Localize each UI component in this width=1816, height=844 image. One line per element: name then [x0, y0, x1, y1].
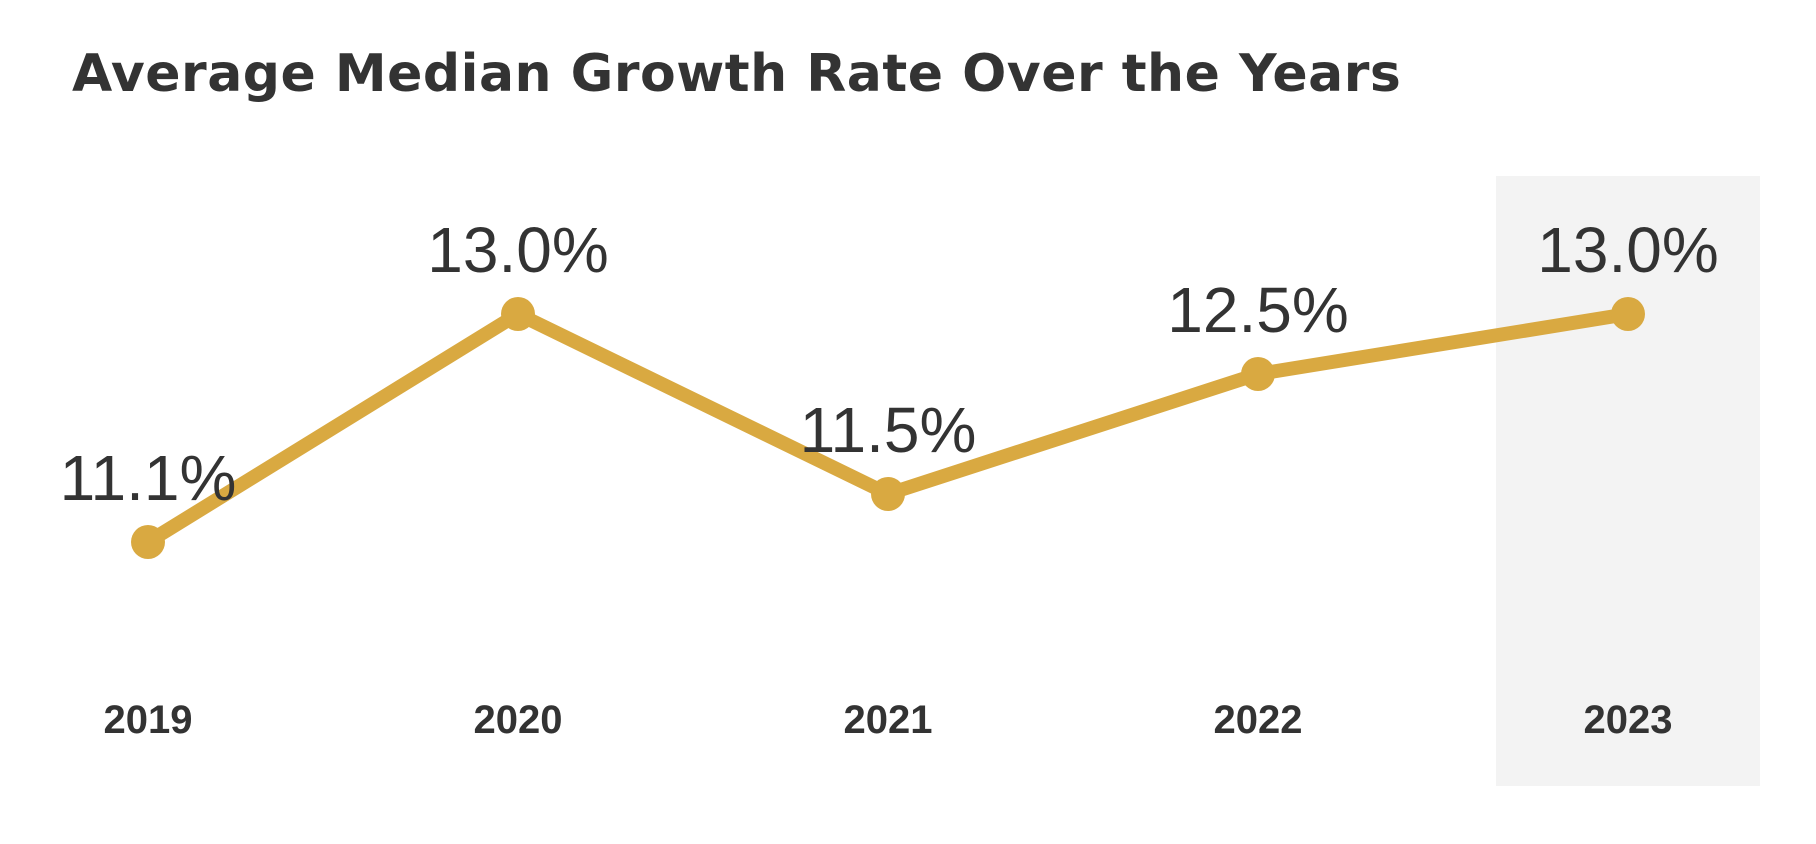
data-label-2019: 11.1%: [60, 442, 237, 514]
data-label-2023: 13.0%: [1537, 214, 1718, 286]
data-point-2019: [131, 525, 165, 559]
x-tick-label-2022: 2022: [1214, 698, 1303, 742]
data-point-2023: [1611, 297, 1645, 331]
data-point-2020: [501, 297, 535, 331]
data-label-2022: 12.5%: [1167, 274, 1348, 346]
x-tick-label-2019: 2019: [104, 698, 193, 742]
data-point-2021: [871, 477, 905, 511]
x-tick-label-2021: 2021: [844, 698, 933, 742]
highlight-band-2023: [1496, 176, 1760, 786]
x-tick-label-2020: 2020: [474, 698, 563, 742]
chart-title: Average Median Growth Rate Over the Year…: [72, 44, 1402, 104]
x-tick-label-2023: 2023: [1584, 698, 1673, 742]
data-label-2020: 13.0%: [427, 214, 608, 286]
data-point-2022: [1241, 357, 1275, 391]
data-label-2021: 11.5%: [800, 394, 977, 466]
